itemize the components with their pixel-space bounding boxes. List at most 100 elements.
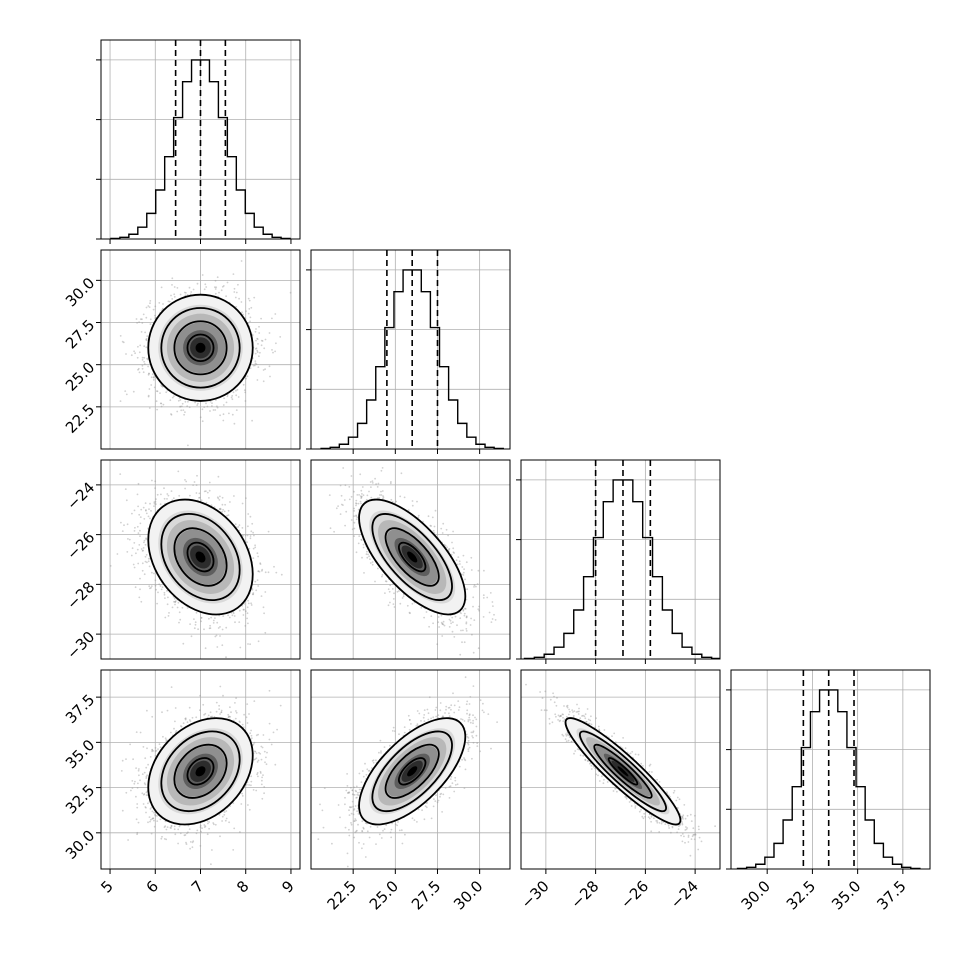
scatter-point [254, 546, 257, 549]
scatter-point [203, 628, 205, 631]
scatter-point [208, 497, 210, 499]
scatter-point [137, 482, 140, 485]
scatter-point [136, 548, 139, 551]
scatter-point [239, 646, 242, 649]
scatter-point [256, 379, 259, 381]
scatter-point [253, 534, 255, 537]
scatter-point [176, 410, 179, 413]
scatter-point [168, 612, 170, 614]
scatter-point [208, 617, 210, 620]
scatter-point [159, 503, 162, 506]
scatter-point [162, 403, 165, 406]
scatter-point [169, 399, 172, 402]
scatter-point [255, 339, 257, 342]
y-tick-label: 27.5 [62, 316, 98, 352]
scatter-point [119, 473, 122, 475]
scatter-point [222, 413, 225, 416]
scatter-point [140, 600, 143, 603]
scatter-point [145, 346, 148, 349]
scatter-point [144, 555, 147, 558]
scatter-point [132, 563, 135, 566]
scatter-point [146, 357, 149, 360]
scatter-point [183, 413, 186, 416]
scatter-point [219, 508, 222, 511]
scatter-point [216, 646, 219, 648]
scatter-point [192, 288, 195, 291]
scatter-point [179, 405, 182, 408]
scatter-point [125, 499, 128, 502]
scatter-point [170, 490, 173, 492]
scatter-point [171, 298, 174, 300]
scatter-point [263, 612, 265, 615]
scatter-point [218, 291, 220, 294]
histogram-0 [110, 59, 291, 239]
scatter-point [141, 367, 144, 370]
scatter-point [194, 623, 197, 626]
scatter-point [241, 527, 244, 529]
scatter-point [177, 601, 180, 604]
scatter-point [260, 344, 263, 347]
scatter-point [260, 339, 263, 342]
scatter-point [137, 532, 140, 534]
scatter-point [143, 363, 146, 365]
scatter-point [130, 554, 133, 557]
scatter-point [238, 297, 241, 300]
scatter-point [275, 342, 277, 345]
scatter-point [245, 497, 247, 499]
scatter-panel-1-0: 22.525.027.530.0 [62, 249, 301, 450]
scatter-point [158, 583, 161, 586]
scatter-point [151, 571, 153, 574]
scatter-point [216, 276, 219, 279]
scatter-point [217, 475, 220, 478]
scatter-point [200, 616, 203, 619]
scatter-point [174, 601, 177, 603]
scatter-point [171, 284, 173, 286]
scatter-point [216, 406, 219, 409]
scatter-point [227, 509, 230, 512]
scatter-point [141, 322, 144, 324]
scatter-point [247, 599, 250, 602]
histogram-1 [320, 269, 504, 449]
scatter-point [153, 572, 155, 575]
scatter-point [256, 351, 259, 353]
scatter-point [121, 530, 124, 532]
scatter-point [162, 307, 164, 310]
scatter-point [252, 592, 255, 594]
scatter-point [260, 595, 263, 597]
scatter-point [233, 422, 236, 425]
scatter-point [199, 416, 202, 419]
scatter-point [247, 513, 250, 515]
panel-frame [310, 249, 511, 450]
scatter-point [216, 496, 219, 499]
scatter-point [254, 348, 257, 350]
scatter-point [182, 409, 185, 411]
scatter-point [243, 389, 246, 392]
scatter-point [253, 296, 256, 299]
scatter-point [184, 411, 186, 413]
scatter-point [240, 260, 243, 262]
scatter-point [209, 624, 212, 627]
scatter-point [224, 503, 227, 506]
scatter-point [141, 318, 143, 321]
scatter-point [200, 617, 203, 619]
scatter-point [142, 547, 145, 549]
scatter-point [125, 353, 127, 355]
scatter-point [148, 407, 151, 409]
scatter-point [231, 395, 234, 397]
scatter-point [149, 302, 151, 305]
scatter-point [238, 621, 241, 623]
scatter-point [142, 313, 145, 316]
scatter-point [134, 352, 137, 355]
scatter-point [254, 330, 257, 333]
scatter-point [132, 390, 135, 393]
scatter-point [242, 383, 245, 386]
scatter-point [124, 488, 127, 490]
scatter-point [181, 606, 184, 609]
scatter-point [179, 618, 182, 621]
scatter-point [208, 489, 211, 492]
scatter-point [147, 373, 150, 376]
scatter-point [166, 493, 169, 495]
scatter-point [137, 562, 140, 565]
scatter-panel-2-0: −30−28−26−24 [63, 459, 301, 663]
scatter-point [164, 616, 167, 619]
